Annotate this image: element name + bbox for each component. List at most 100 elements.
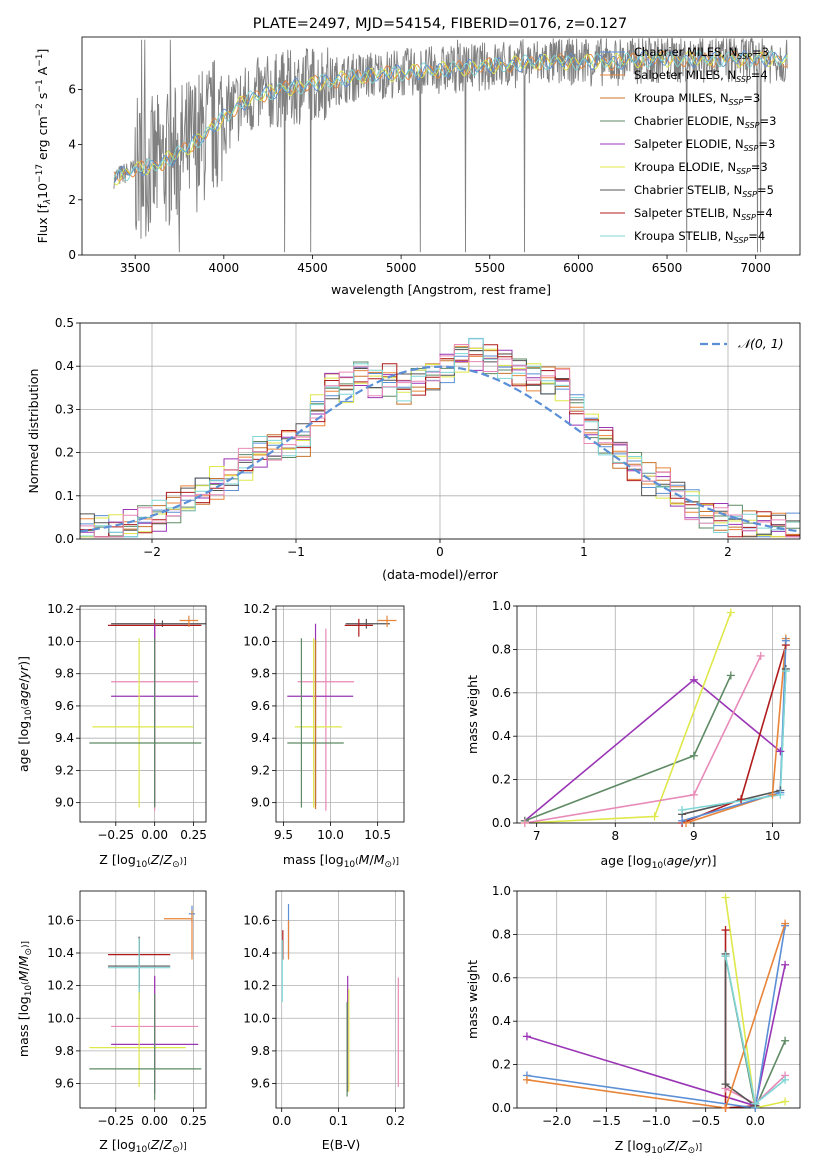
- weight-series: [526, 925, 786, 1108]
- y-tick-label: 9.8: [55, 1044, 74, 1058]
- y-tick-label: 10.2: [243, 602, 270, 616]
- y-tick-label: 10.6: [47, 913, 74, 927]
- x-tick-label: 8: [611, 829, 619, 843]
- y-tick-label: 4: [68, 138, 76, 152]
- y-tick-label: 10.0: [47, 1011, 74, 1025]
- y-tick-label: 0.0: [492, 816, 511, 830]
- x-tick-label: 0.00: [141, 1114, 168, 1128]
- y-axis-label: mass weight: [465, 960, 480, 1039]
- x-tick-label: 4500: [297, 261, 328, 275]
- x-axis-label: E(B-V): [322, 1137, 361, 1152]
- x-tick-label: 0.0: [746, 1114, 765, 1128]
- y-tick-label: 0: [68, 248, 76, 262]
- y-tick-label: 0.8: [492, 642, 511, 656]
- x-axis-label: (data-model)/error: [382, 567, 499, 582]
- y-tick-label: 10.6: [243, 913, 270, 927]
- y-axis-label: mass [log10(M/M⊙)]: [16, 941, 34, 1057]
- y-tick-label: 9.2: [251, 763, 270, 777]
- subplot-2: −0.25 0.00 0.25 9.0 9.2 9.4 9.6 9.8 10.0 10.2: [47, 602, 207, 842]
- y-axis-label: age [log10(age/yr)]: [16, 656, 34, 772]
- weight-series: [526, 923, 786, 1108]
- x-tick-label: 3500: [120, 261, 151, 275]
- y-tick-label: 2: [68, 193, 76, 207]
- y-tick-label: 0.4: [55, 359, 74, 373]
- subplot-6: 0.0 0.1 0.2 9.6 9.8 10.0 10.2 10.4 10.6: [243, 890, 405, 1128]
- plot-area: [80, 337, 800, 539]
- y-tick-label: 0.0: [55, 532, 74, 546]
- x-tick-label: −0.25: [97, 1114, 134, 1128]
- x-tick-label: −2.0: [542, 1114, 571, 1128]
- plot-area: [287, 615, 397, 811]
- weight-series: [681, 640, 787, 822]
- x-tick-label: 6000: [563, 261, 594, 275]
- y-tick-label: 9.6: [251, 1077, 270, 1091]
- x-axis-label: Z [log10(Z/Z⊙)]: [615, 1138, 702, 1156]
- weight-series: [524, 655, 762, 823]
- x-axis-label: age [log10(age/yr)]: [601, 853, 717, 871]
- legend-entry: 𝒩(0, 1): [738, 336, 784, 351]
- y-axis-label: mass weight: [465, 675, 480, 754]
- chart-title: PLATE=2497, MJD=54154, FIBERID=0176, z=0…: [253, 16, 627, 32]
- subplot-5: −0.25 0.00 0.25 9.6 9.8 10.0 10.2 10.4 10.6: [47, 890, 207, 1128]
- y-tick-label: 10.0: [243, 1011, 270, 1025]
- plot-area: [524, 612, 787, 823]
- y-tick-label: 9.6: [55, 1077, 74, 1091]
- subplot-7: −2.0 −1.5 −1.0 −0.5 0.0 0.0 0.2 0.4 0.6 0.8 1.0: [492, 884, 801, 1128]
- y-tick-label: 9.4: [55, 731, 74, 745]
- legend-entry: Kroupa STELIB, NSSP=4: [634, 229, 765, 245]
- x-tick-label: 0.0: [272, 1114, 291, 1128]
- y-tick-label: 9.8: [55, 667, 74, 681]
- model-spectrum: [113, 50, 788, 182]
- x-tick-label: 9.5: [274, 828, 293, 842]
- x-axis-label: wavelength [Angstrom, rest frame]: [331, 282, 551, 297]
- y-tick-label: 0.4: [492, 729, 511, 743]
- y-tick-label: 10.0: [47, 634, 74, 648]
- x-tick-label: 10.5: [364, 828, 391, 842]
- y-tick-label: 0.5: [55, 316, 74, 330]
- y-tick-label: 0.0: [492, 1101, 511, 1115]
- y-tick-label: 0.2: [492, 1058, 511, 1072]
- x-tick-label: 4000: [209, 261, 240, 275]
- x-tick-label: 0.1: [329, 1114, 348, 1128]
- axes-frame: [79, 605, 207, 823]
- y-tick-label: 6: [68, 82, 76, 96]
- y-tick-label: 9.2: [55, 763, 74, 777]
- legend-entry: Salpeter ELODIE, NSSP=3: [634, 137, 775, 153]
- x-tick-label: 5500: [474, 261, 505, 275]
- axes-frame: [516, 890, 801, 1109]
- x-tick-label: −2: [143, 545, 161, 559]
- y-tick-label: 9.8: [251, 667, 270, 681]
- model-spectrum: [113, 50, 788, 184]
- legend-entry: Kroupa ELODIE, NSSP=3: [634, 160, 768, 176]
- x-tick-label: 1: [580, 545, 588, 559]
- x-tick-label: −0.5: [691, 1114, 720, 1128]
- x-tick-label: −1.0: [641, 1114, 670, 1128]
- y-tick-label: 0.6: [492, 686, 511, 700]
- legend-entry: Chabrier MILES, NSSP=3: [634, 45, 769, 61]
- x-tick-label: 10.0: [317, 828, 344, 842]
- axes-frame: [79, 890, 207, 1109]
- axes-frame: [275, 890, 405, 1109]
- plot-area: [89, 615, 206, 811]
- y-tick-label: 0.2: [55, 446, 74, 460]
- x-axis-label: Z [log10(Z/Z⊙)]: [99, 852, 186, 870]
- y-tick-label: 1.0: [492, 884, 511, 898]
- y-tick-label: 10.4: [47, 946, 74, 960]
- y-tick-label: 10.2: [47, 979, 74, 993]
- y-tick-label: 0.6: [492, 971, 511, 985]
- x-tick-label: 2: [724, 545, 732, 559]
- subplot-0: 3500 4000 4500 5000 5500 6000 6500 7000 0 2 4 6: [68, 36, 801, 275]
- weight-series: [524, 612, 732, 823]
- weight-series: [681, 671, 787, 811]
- plot-area: [89, 905, 202, 1100]
- axes-frame: [516, 605, 801, 824]
- x-tick-label: 0: [436, 545, 444, 559]
- legend-entry: Salpeter MILES, NSSP=4: [634, 68, 768, 84]
- plot-area: [281, 904, 399, 1097]
- observed-spectrum: [113, 37, 788, 253]
- y-tick-label: 0.3: [55, 402, 74, 416]
- y-axis-label: Flux [fλ10−17 erg cm−2 s−1 A−1]: [35, 49, 53, 244]
- y-tick-label: 10.4: [243, 946, 270, 960]
- y-tick-label: 9.4: [251, 731, 270, 745]
